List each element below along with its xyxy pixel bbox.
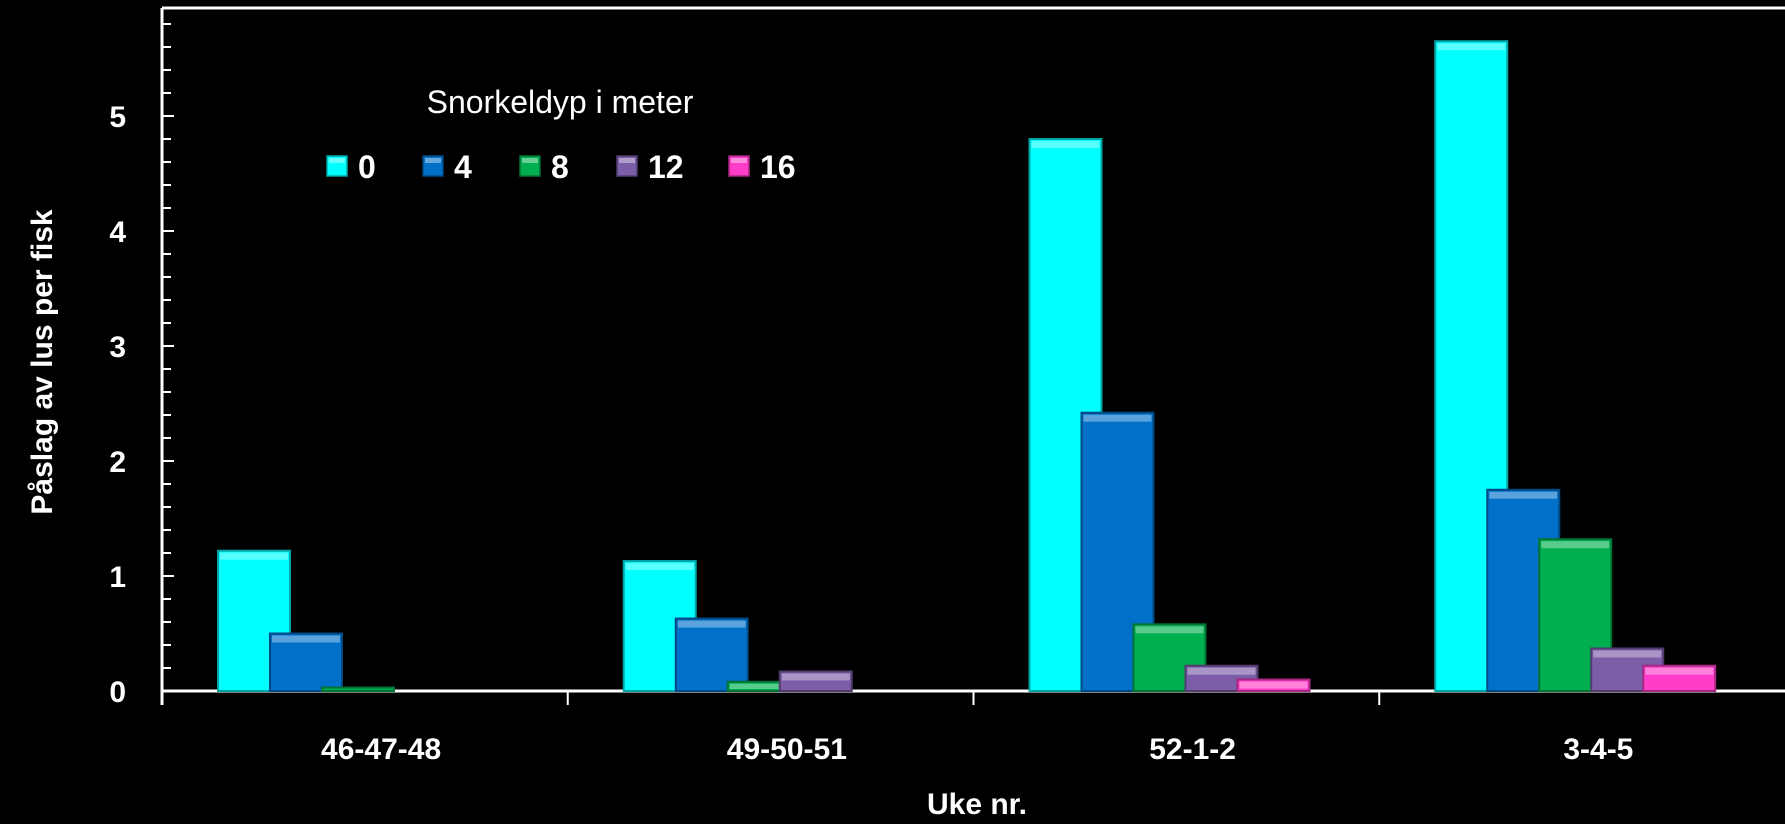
y-tick-label: 3	[109, 331, 126, 364]
legend-label: 0	[358, 149, 376, 185]
bar-46-47-48-series-8	[321, 686, 395, 692]
legend-item-8: 8	[519, 149, 569, 185]
x-tick-label: 46-47-48	[321, 733, 441, 766]
legend-label: 4	[454, 149, 472, 185]
legend-label: 8	[551, 149, 569, 185]
x-axis-label: Uke nr.	[927, 788, 1027, 821]
legend-title: Snorkeldyp i meter	[427, 84, 694, 120]
bar-46-47-48-series-4	[269, 632, 343, 692]
legend-item-12: 12	[616, 149, 684, 185]
y-tick-label: 1	[109, 561, 126, 594]
y-tick-label: 2	[109, 446, 126, 479]
x-axis: 46-47-48 49-50-51 52-1-2 3-4-5	[321, 691, 1633, 766]
x-tick-label: 3-4-5	[1563, 733, 1633, 766]
legend-label: 12	[648, 149, 684, 185]
legend: Snorkeldyp i meter 0 4 8 12 16	[326, 84, 796, 185]
legend-item-0: 0	[326, 149, 376, 185]
bar-52-1-2-series-16	[1236, 678, 1311, 692]
bar-3-4-5-series-16	[1642, 664, 1717, 693]
bars-group	[217, 40, 1717, 693]
x-tick-label: 49-50-51	[727, 733, 847, 766]
y-tick-label: 5	[109, 101, 126, 134]
y-tick-label: 4	[109, 216, 126, 249]
legend-label: 16	[760, 149, 796, 185]
legend-items: 0 4 8 12 16	[326, 149, 796, 185]
legend-item-16: 16	[728, 149, 796, 185]
y-axis-label: Påslag av lus per fisk	[26, 209, 59, 514]
y-tick-label: 0	[109, 676, 126, 709]
bar-49-50-51-series-12	[778, 670, 853, 693]
bar-49-50-51-series-4	[674, 617, 749, 692]
legend-item-4: 4	[422, 149, 472, 185]
y-axis: 0 1 2 3 4 5	[109, 23, 174, 709]
x-tick-label: 52-1-2	[1149, 733, 1236, 766]
